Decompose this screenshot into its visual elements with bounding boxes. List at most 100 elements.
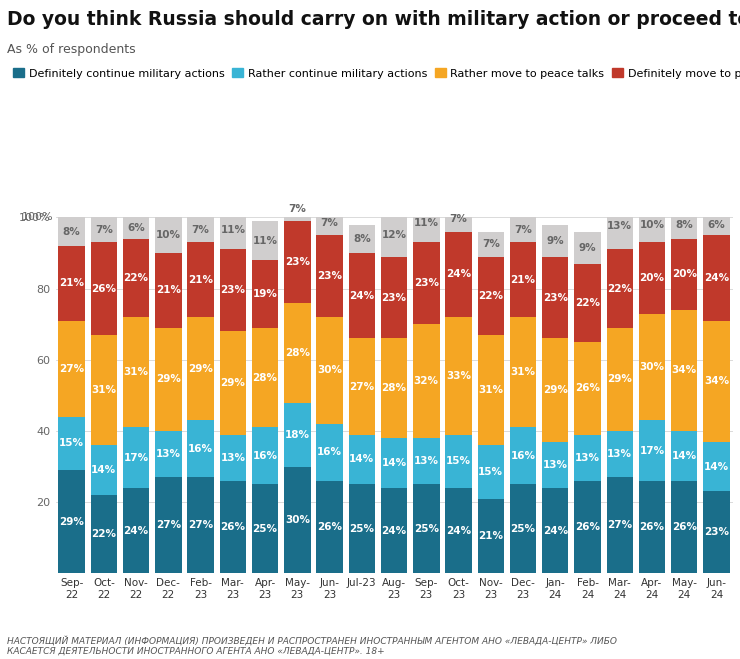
Text: 12%: 12% xyxy=(382,230,406,241)
Bar xyxy=(510,484,536,573)
Bar xyxy=(349,253,375,339)
Bar xyxy=(542,256,568,339)
Bar xyxy=(510,317,536,428)
Bar xyxy=(316,317,343,424)
Bar xyxy=(284,303,311,403)
Text: 22%: 22% xyxy=(575,298,600,308)
Text: 23%: 23% xyxy=(382,293,406,302)
Bar xyxy=(58,246,85,321)
Text: 21%: 21% xyxy=(59,278,84,288)
Text: 13%: 13% xyxy=(414,456,439,466)
Bar xyxy=(607,203,633,250)
Text: 7%: 7% xyxy=(289,204,306,214)
Text: 22%: 22% xyxy=(91,529,116,539)
Text: 21%: 21% xyxy=(188,275,213,285)
Bar xyxy=(607,328,633,431)
Bar xyxy=(155,431,181,477)
Text: 13%: 13% xyxy=(608,221,632,231)
Bar xyxy=(316,210,343,235)
Bar xyxy=(123,488,149,573)
Bar xyxy=(252,428,278,484)
Text: 31%: 31% xyxy=(511,367,536,377)
Bar xyxy=(703,235,730,321)
Text: 29%: 29% xyxy=(608,374,632,384)
Text: 13%: 13% xyxy=(575,453,600,463)
Bar xyxy=(187,217,214,243)
Bar xyxy=(155,217,181,253)
Text: 11%: 11% xyxy=(414,218,439,228)
Text: 25%: 25% xyxy=(349,524,374,534)
Text: 15%: 15% xyxy=(59,438,84,448)
Text: 14%: 14% xyxy=(704,461,729,472)
Text: 11%: 11% xyxy=(252,236,278,246)
Bar xyxy=(155,477,181,573)
Text: 29%: 29% xyxy=(543,385,568,395)
Bar xyxy=(58,416,85,470)
Bar xyxy=(220,481,246,573)
Text: Do you think Russia should carry on with military action or proceed to peace tal: Do you think Russia should carry on with… xyxy=(7,10,740,29)
Bar xyxy=(123,428,149,488)
Bar xyxy=(316,424,343,481)
Bar xyxy=(510,428,536,484)
Text: 14%: 14% xyxy=(382,458,406,468)
Text: 20%: 20% xyxy=(639,273,665,283)
Bar xyxy=(445,434,472,488)
Bar xyxy=(220,250,246,331)
Bar xyxy=(542,225,568,256)
Text: 8%: 8% xyxy=(63,227,81,237)
Text: 15%: 15% xyxy=(478,467,503,477)
Text: 14%: 14% xyxy=(672,451,697,461)
Bar xyxy=(220,434,246,481)
Bar xyxy=(477,499,504,573)
Bar xyxy=(155,253,181,328)
Text: 26%: 26% xyxy=(672,522,697,532)
Bar xyxy=(413,484,440,573)
Bar xyxy=(542,488,568,573)
Bar xyxy=(187,477,214,573)
Text: 31%: 31% xyxy=(91,385,116,395)
Text: 16%: 16% xyxy=(188,444,213,454)
Text: 25%: 25% xyxy=(252,524,278,534)
Bar xyxy=(58,321,85,416)
Text: 26%: 26% xyxy=(91,283,116,294)
Text: 24%: 24% xyxy=(704,273,729,283)
Bar xyxy=(671,210,698,239)
Bar xyxy=(542,339,568,442)
Text: 20%: 20% xyxy=(672,270,697,279)
Text: 27%: 27% xyxy=(188,521,213,530)
Text: 22%: 22% xyxy=(124,273,149,283)
Bar xyxy=(477,445,504,499)
Text: As % of respondents: As % of respondents xyxy=(7,43,136,56)
Text: 22%: 22% xyxy=(478,291,503,301)
Bar xyxy=(349,434,375,484)
Text: 16%: 16% xyxy=(252,451,278,461)
Bar xyxy=(381,339,407,438)
Text: 9%: 9% xyxy=(546,236,564,246)
Text: 14%: 14% xyxy=(349,455,374,465)
Text: 24%: 24% xyxy=(349,291,374,301)
Text: 8%: 8% xyxy=(676,219,693,229)
Bar xyxy=(252,221,278,260)
Text: 22%: 22% xyxy=(608,283,632,294)
Text: 21%: 21% xyxy=(511,275,536,285)
Text: 13%: 13% xyxy=(156,449,181,459)
Bar xyxy=(90,217,117,243)
Text: 26%: 26% xyxy=(575,522,600,532)
Text: 27%: 27% xyxy=(608,521,632,530)
Text: 29%: 29% xyxy=(221,378,245,388)
Text: 24%: 24% xyxy=(446,270,471,279)
Text: 29%: 29% xyxy=(156,374,181,384)
Text: 29%: 29% xyxy=(59,517,84,527)
Text: 30%: 30% xyxy=(317,366,342,376)
Text: 13%: 13% xyxy=(608,449,632,459)
Bar xyxy=(58,470,85,573)
Bar xyxy=(445,488,472,573)
Text: 21%: 21% xyxy=(156,285,181,295)
Bar xyxy=(477,256,504,335)
Bar xyxy=(381,488,407,573)
Text: 6%: 6% xyxy=(707,219,725,229)
Text: 7%: 7% xyxy=(192,225,209,235)
Text: 8%: 8% xyxy=(353,234,371,244)
Text: 26%: 26% xyxy=(639,522,665,532)
Bar xyxy=(574,342,601,434)
